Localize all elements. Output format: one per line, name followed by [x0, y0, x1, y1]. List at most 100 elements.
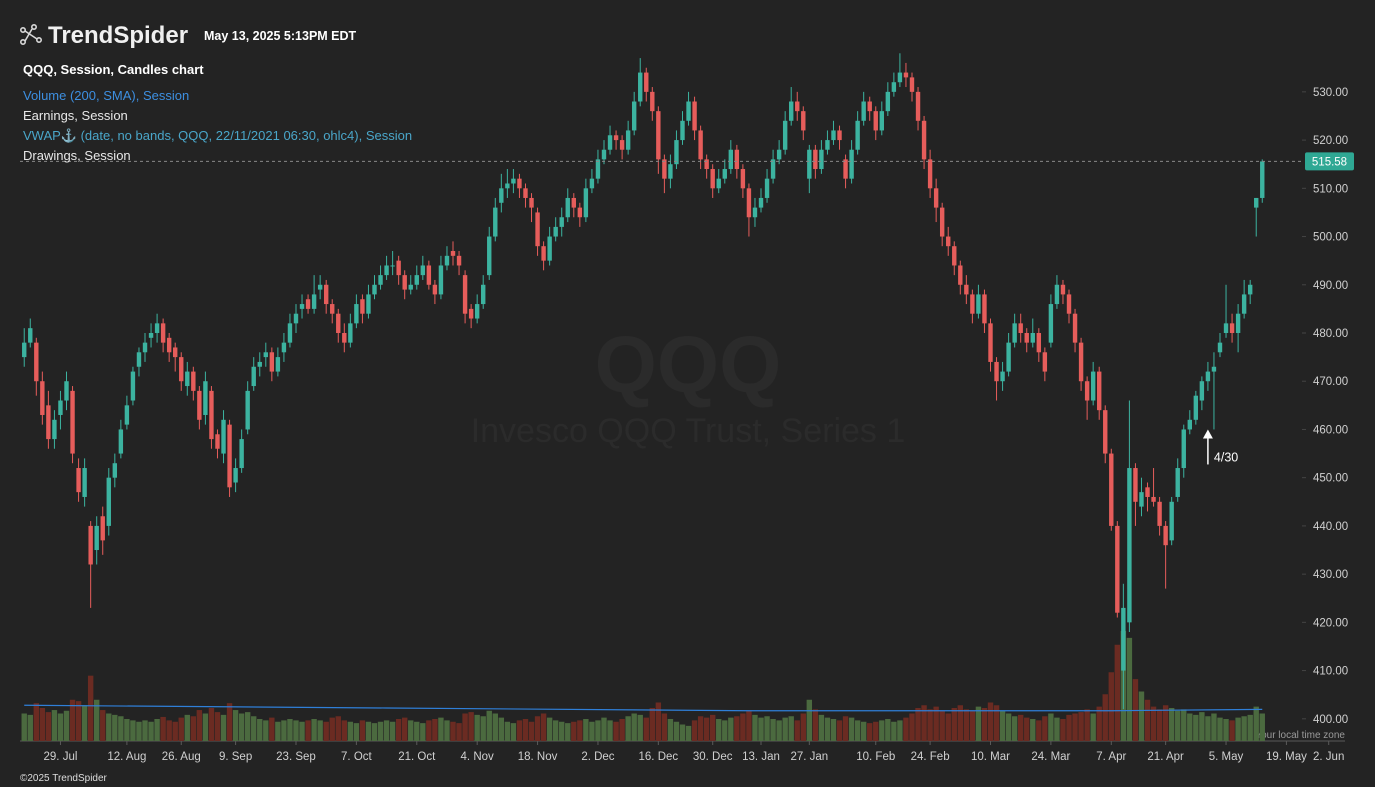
- volume-bar: [571, 721, 577, 741]
- volume-bar: [740, 713, 746, 741]
- candle-body: [946, 236, 951, 247]
- volume-bar: [1247, 714, 1253, 741]
- candle-body: [782, 120, 788, 150]
- volume-bar: [534, 716, 541, 741]
- candle-body: [275, 357, 281, 372]
- volume-bar: [311, 719, 317, 741]
- candle-body: [583, 188, 589, 218]
- x-tick-label: 7. Apr: [1096, 751, 1126, 763]
- volume-bar: [1072, 713, 1078, 741]
- candle-body: [354, 304, 359, 324]
- candle-body: [867, 101, 872, 112]
- candle-body: [64, 381, 69, 401]
- volume-bar: [1150, 706, 1157, 741]
- volume-bar: [27, 714, 33, 741]
- volume-bar: [510, 723, 517, 741]
- volume-bar: [649, 708, 656, 741]
- volume-bar: [1235, 717, 1241, 741]
- candle-body: [197, 390, 202, 420]
- volume-bar: [933, 706, 939, 741]
- volume-bar: [788, 716, 794, 741]
- volume-bar: [981, 708, 988, 741]
- volume-bar: [583, 719, 589, 741]
- candle-body: [535, 212, 540, 247]
- volume-bar: [559, 721, 565, 741]
- candle-body: [813, 149, 818, 170]
- volume-bar: [1036, 720, 1042, 741]
- volume-bar: [806, 699, 813, 741]
- volume-bar: [1187, 713, 1193, 741]
- volume-bar: [1144, 699, 1151, 741]
- candle-body: [1254, 197, 1259, 208]
- volume-bar: [1253, 706, 1259, 741]
- annotation-label: 4/30: [1214, 450, 1238, 464]
- candle-body: [82, 468, 87, 497]
- candle-body: [1115, 525, 1120, 613]
- candle-body: [299, 304, 305, 309]
- volume-bar: [873, 721, 879, 741]
- candle-body: [915, 91, 921, 121]
- volume-bar: [154, 719, 160, 741]
- candle-body: [752, 207, 758, 218]
- volume-bar: [81, 705, 88, 741]
- volume-bar: [377, 721, 384, 741]
- candle-body: [547, 236, 552, 261]
- candle-body: [952, 246, 957, 266]
- volume-bar: [504, 721, 511, 741]
- candle-body: [185, 371, 190, 387]
- x-tick-label: 2. Dec: [581, 751, 614, 763]
- volume-bar: [178, 717, 184, 741]
- candle-body: [348, 323, 353, 343]
- candle-body: [233, 468, 238, 483]
- candle-body: [76, 468, 81, 493]
- volume-bar: [867, 723, 873, 741]
- candle-body: [505, 183, 510, 189]
- volume-bar: [51, 710, 58, 741]
- candle-body: [994, 361, 999, 382]
- candle-body: [396, 260, 401, 276]
- candle-body: [100, 516, 105, 541]
- volume-bar: [269, 717, 275, 741]
- candle-body: [40, 381, 45, 415]
- candle-body: [855, 120, 860, 150]
- candle-body: [402, 275, 407, 290]
- candle-body: [462, 275, 468, 314]
- candle-body: [897, 72, 903, 83]
- y-tick-label: 420.00: [1313, 617, 1348, 629]
- volume-bar: [685, 725, 692, 741]
- y-tick-label: 470.00: [1313, 376, 1348, 388]
- candle-body: [1090, 371, 1096, 401]
- volume-bar: [655, 702, 662, 741]
- y-tick-label: 500.00: [1313, 232, 1348, 244]
- volume-bar: [697, 716, 704, 741]
- volume-bar: [975, 706, 982, 741]
- candle-body: [1241, 294, 1247, 314]
- candle-body: [269, 352, 275, 372]
- volume-bar: [214, 712, 221, 741]
- volume-bar: [607, 720, 613, 741]
- volume-bar: [474, 714, 480, 741]
- candle-body: [1133, 468, 1138, 502]
- volume-bar: [987, 702, 994, 741]
- candle-body: [408, 284, 413, 290]
- candle-body: [330, 304, 335, 314]
- volume-bar: [1162, 705, 1169, 741]
- volume-bar: [1042, 716, 1048, 741]
- volume-bar: [414, 721, 420, 741]
- x-tick-label: 4. Nov: [461, 751, 494, 763]
- candle-body: [487, 236, 492, 276]
- volume-bar: [848, 717, 855, 741]
- volume-bar: [257, 719, 263, 741]
- volume-bar: [172, 721, 178, 741]
- volume-bar: [770, 719, 776, 741]
- candle-body: [227, 424, 232, 488]
- candle-body: [1205, 371, 1211, 382]
- candle-body: [1181, 429, 1186, 469]
- volume-bar: [673, 721, 680, 741]
- candle-body: [734, 149, 740, 170]
- volume-bar: [619, 719, 625, 741]
- x-tick-label: 12. Aug: [107, 751, 146, 763]
- volume-bar: [389, 721, 396, 741]
- volume-bar: [1030, 719, 1036, 741]
